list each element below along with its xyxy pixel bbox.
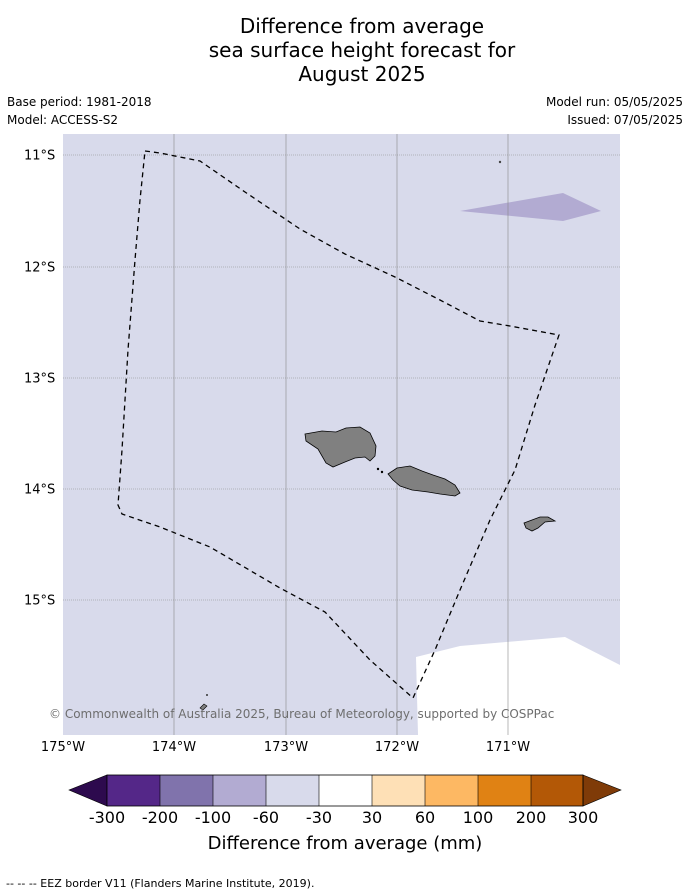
colorbar-outline <box>106 774 584 807</box>
y-tick-label: 14°S <box>24 482 56 498</box>
colorbar-segment <box>531 775 583 806</box>
model-text: Model: ACCESS-S2 <box>7 113 119 127</box>
colorbar-segment <box>213 775 266 806</box>
colorbar-tick-label: 200 <box>515 808 547 827</box>
issued-text: Issued: 07/05/2025 <box>567 113 683 127</box>
swains-island <box>498 160 502 164</box>
copyright-text: © Commonwealth of Australia 2025, Bureau… <box>49 707 554 721</box>
islet <box>380 470 384 474</box>
x-tick-label: 175°W <box>40 740 86 755</box>
colorbar-tick-label: -100 <box>194 808 232 827</box>
y-tick-label: 12°S <box>24 260 56 276</box>
colorbar-extend-low <box>68 774 108 807</box>
colorbar-tick-label: 300 <box>567 808 599 827</box>
colorbar-tick-label: 30 <box>361 808 383 827</box>
colorbar-segment <box>160 775 213 806</box>
y-tick-label: 15°S <box>24 593 56 609</box>
islet <box>376 467 380 471</box>
gridlines <box>63 134 620 735</box>
eez-legend-note: -- -- -- EEZ border V11 (Flanders Marine… <box>6 877 315 890</box>
title-line-3: August 2025 <box>298 62 426 86</box>
colorbar-segment <box>425 775 478 806</box>
savaii-island <box>304 426 377 468</box>
title-line-1: Difference from average <box>239 14 485 38</box>
tutuila-island <box>523 516 557 532</box>
islet <box>206 694 208 696</box>
colorbar-tick-label: 100 <box>462 808 494 827</box>
anomaly-patch <box>460 193 601 221</box>
colorbar-tick-label: -200 <box>141 808 179 827</box>
chart-title: Difference from average sea surface heig… <box>0 14 690 86</box>
colorbar-segment <box>319 775 372 806</box>
x-tick-label: 174°W <box>151 740 197 755</box>
eez-border <box>117 150 560 700</box>
upolu-island <box>387 465 461 497</box>
colorbar-segment <box>107 775 160 806</box>
no-data-region <box>416 637 620 735</box>
y-tick-label: 13°S <box>24 371 56 387</box>
colorbar-tick-label: -300 <box>88 808 126 827</box>
colorbar-segment <box>266 775 319 806</box>
x-tick-label: 173°W <box>263 740 309 755</box>
colorbar-segment <box>372 775 425 806</box>
base-period-text: Base period: 1981-2018 <box>7 95 152 109</box>
colorbar-label: Difference from average (mm) <box>207 833 483 854</box>
colorbar-tick-label: 60 <box>414 808 436 827</box>
wallis-island <box>199 703 208 711</box>
y-tick-label: 11°S <box>24 148 56 164</box>
colorbar <box>68 774 622 807</box>
colorbar-tick-label: -30 <box>305 808 333 827</box>
model-run-text: Model run: 05/05/2025 <box>545 95 683 109</box>
x-tick-label: 171°W <box>485 740 531 755</box>
x-tick-label: 172°W <box>374 740 420 755</box>
title-line-2: sea surface height forecast for <box>208 38 516 62</box>
colorbar-extend-high <box>582 774 622 807</box>
colorbar-segment <box>478 775 531 806</box>
colorbar-tick-label: -60 <box>252 808 280 827</box>
